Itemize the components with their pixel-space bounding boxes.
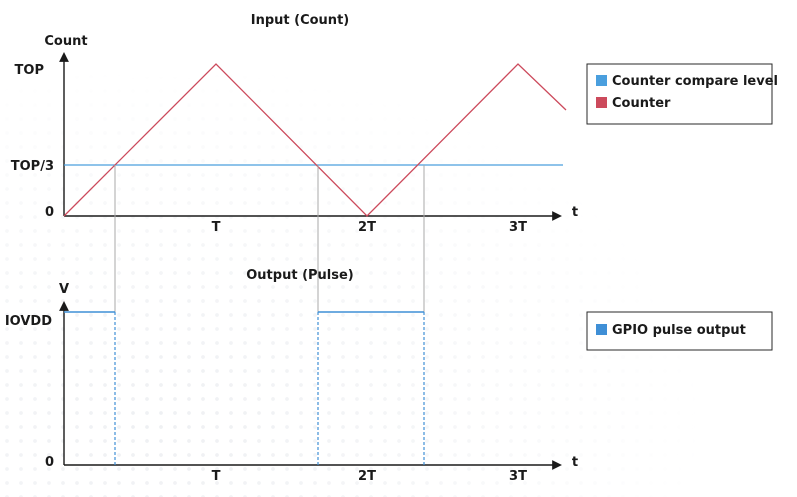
bottom-x-tick-t: T	[212, 469, 221, 484]
top-x-tick-2t: 2T	[358, 220, 376, 235]
gpio-pulse-swatch	[596, 324, 607, 335]
input-legend-box	[586, 63, 773, 125]
v-axis-label: V	[59, 282, 69, 297]
bottom-x-axis-label: t	[572, 455, 578, 470]
legend-gpio-pulse-label: GPIO pulse output	[612, 323, 746, 338]
input-legend: Counter compare level Counter	[586, 63, 778, 125]
compare-level-swatch	[596, 75, 607, 86]
input-chart-title: Input (Count)	[251, 13, 349, 28]
top-x-axis-label: t	[572, 205, 578, 220]
count-axis-label: Count	[44, 34, 87, 49]
y-tick-top-third: TOP/3	[11, 159, 54, 174]
bottom-y-tick-zero: 0	[45, 455, 54, 470]
input-count-chart: Input (Count) Count t TOP TOP/3 0 T 2T 3…	[11, 13, 578, 235]
y-tick-zero: 0	[45, 205, 54, 220]
counter-triangle-wave	[63, 63, 567, 217]
crossing-guide-lines	[114, 165, 425, 312]
bottom-x-tick-3t: 3T	[509, 469, 527, 484]
output-pulse-chart: Output (Pulse) V t IOVDD 0 T 2T 3T	[5, 268, 578, 484]
y-tick-top: TOP	[15, 63, 44, 78]
counter-swatch	[596, 97, 607, 108]
output-legend: GPIO pulse output	[586, 311, 773, 351]
top-x-tick-t: T	[212, 220, 221, 235]
legend-counter-label: Counter	[612, 96, 671, 111]
bottom-x-tick-2t: 2T	[358, 469, 376, 484]
y-tick-iovdd: IOVDD	[5, 314, 52, 329]
output-chart-title: Output (Pulse)	[246, 268, 354, 283]
top-x-tick-3t: 3T	[509, 220, 527, 235]
output-legend-box	[586, 311, 773, 351]
legend-compare-level-label: Counter compare level	[612, 74, 778, 89]
